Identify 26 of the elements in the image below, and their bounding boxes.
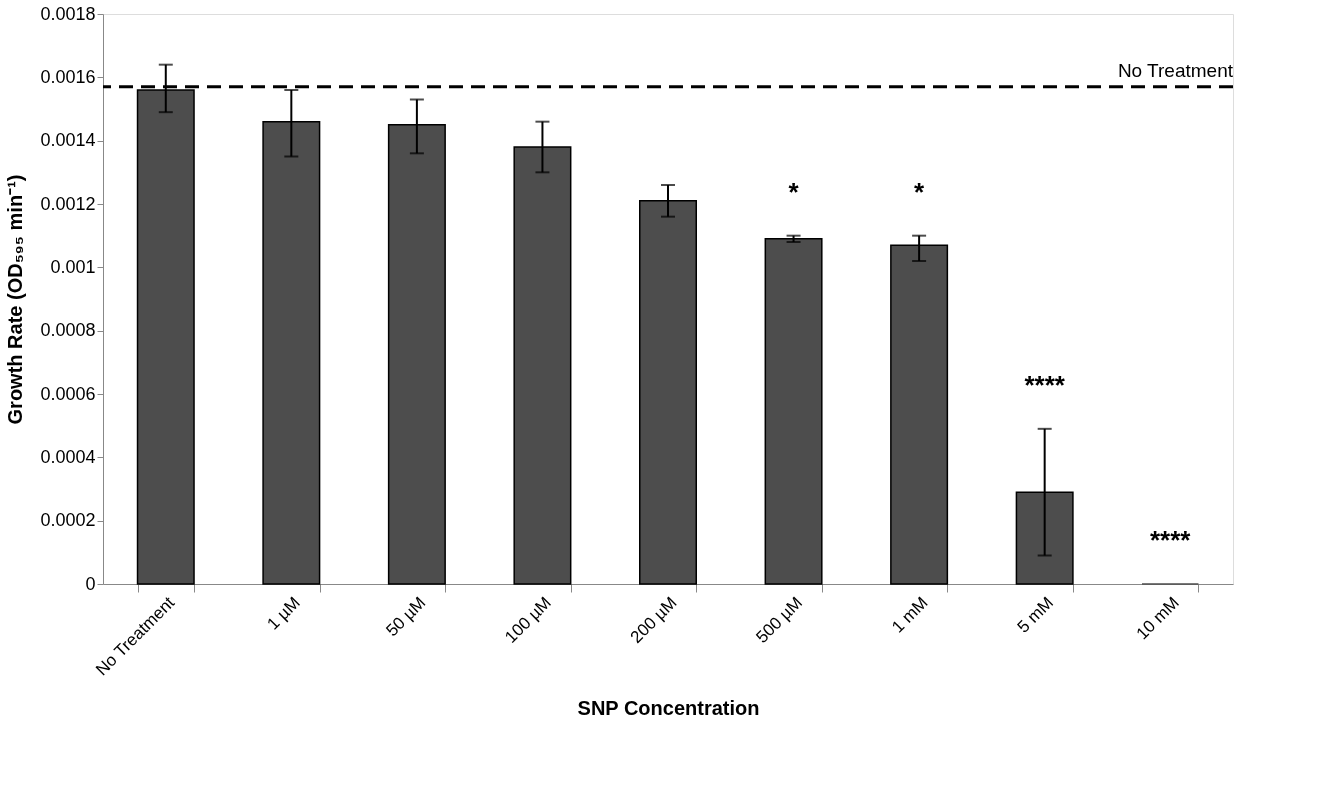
y-tick-label: 0.0008 <box>40 320 96 341</box>
x-tick-label: 500 µM <box>752 593 807 647</box>
y-tick-label: 0.001 <box>50 256 96 277</box>
y-tick-label: 0.0004 <box>40 446 96 467</box>
annotation: **** <box>1149 525 1192 555</box>
y-tick-label: 0.0016 <box>40 66 96 87</box>
y-tick-label: 0.0014 <box>40 130 96 151</box>
annotation: * <box>788 176 800 207</box>
annotation: * <box>914 176 926 207</box>
annotation: **** <box>1024 369 1066 400</box>
y-tick-label: 0.0012 <box>40 193 96 214</box>
bar <box>764 238 823 585</box>
ref-line-label: No Treatment <box>1117 59 1234 81</box>
y-tick-label: 0.0002 <box>40 510 96 531</box>
y-tick-label: 0.0018 <box>40 3 96 24</box>
x-tick-label: 1 µM <box>263 593 304 634</box>
y-axis-title: Growth Rate (OD₅₉₅ min⁻¹) <box>4 174 27 425</box>
x-tick-label: 1 mM <box>888 593 932 637</box>
x-tick-label: 50 µM <box>382 593 430 641</box>
y-tick-label: 0.0006 <box>40 383 96 404</box>
x-tick-label: 10 mM <box>1132 593 1183 644</box>
x-axis-title: SNP Concentration <box>577 696 760 719</box>
x-tick-label: 200 µM <box>626 593 681 647</box>
y-tick-label: 0 <box>85 573 96 594</box>
x-tick-label: 5 mM <box>1013 593 1058 637</box>
x-tick-label: 100 µM <box>501 593 555 647</box>
